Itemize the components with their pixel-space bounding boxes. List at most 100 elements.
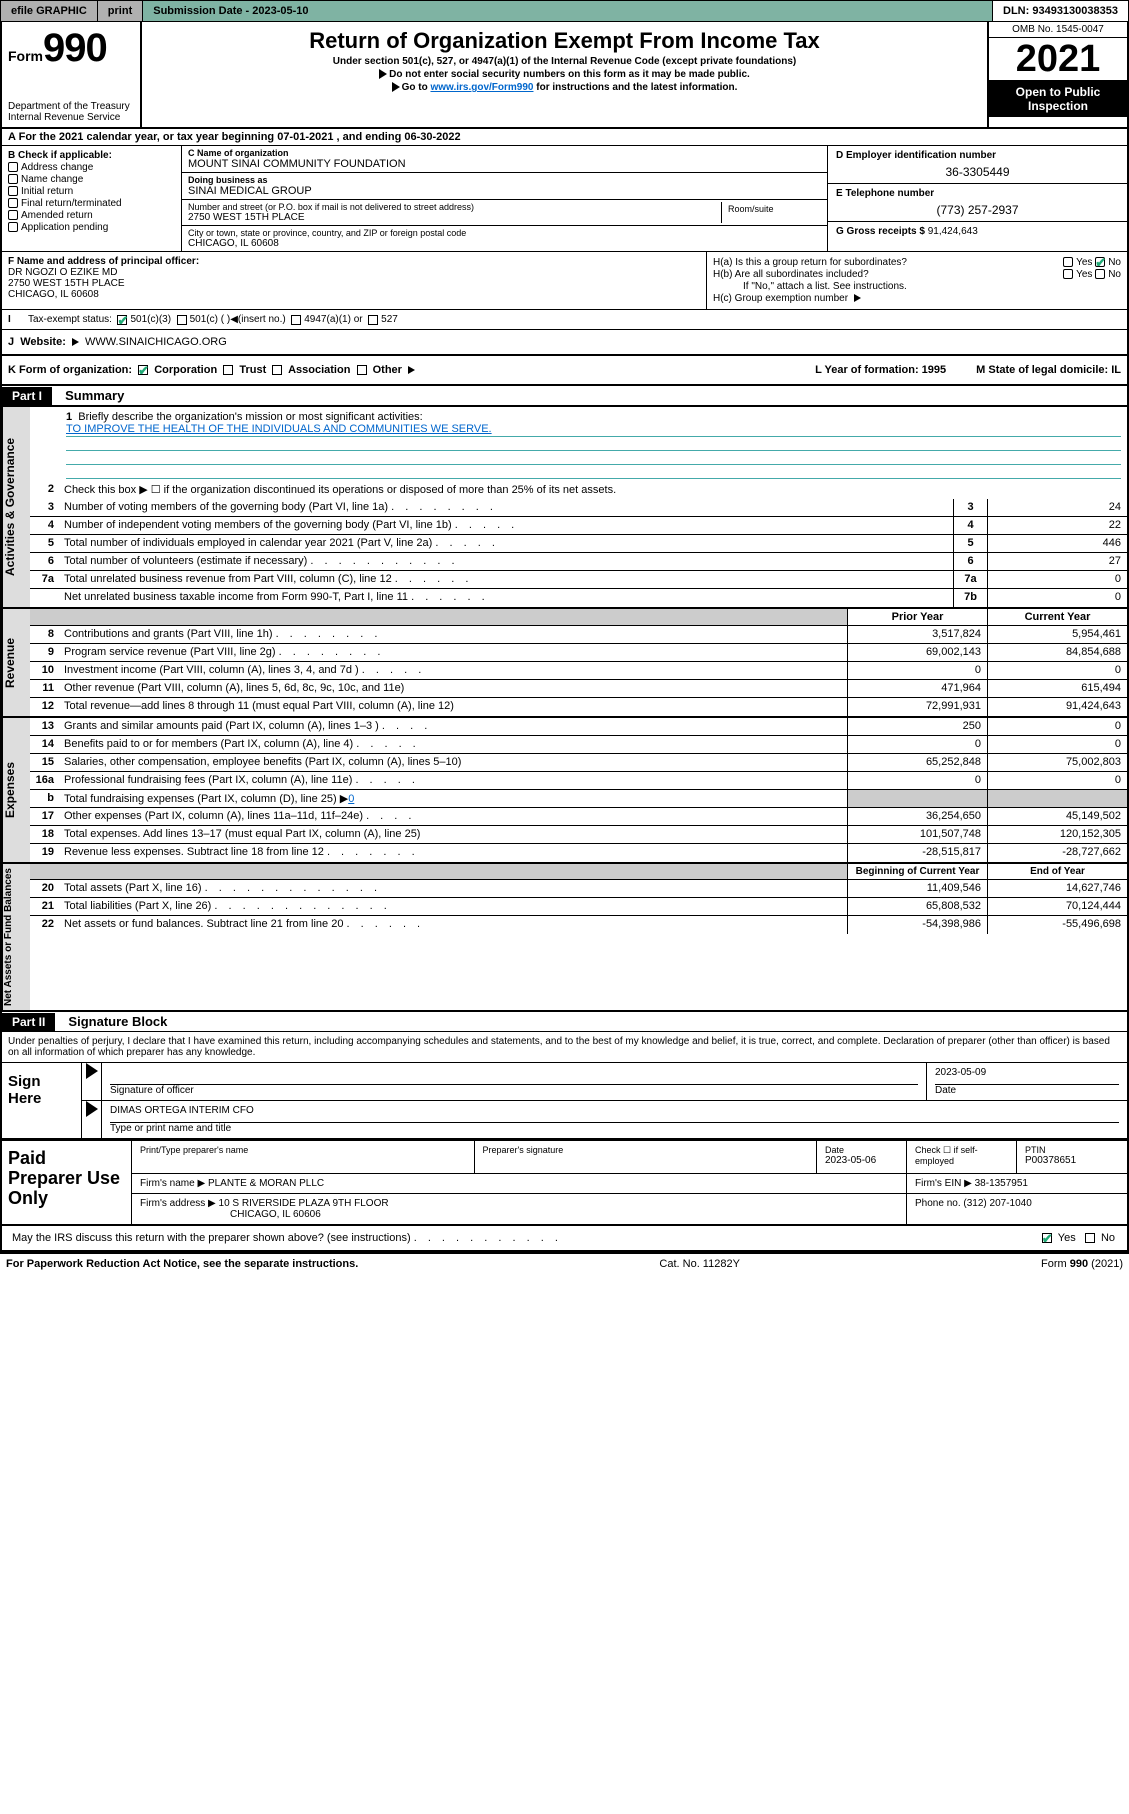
sig-date: 2023-05-09 [935,1067,1119,1085]
check-4947[interactable] [291,315,301,325]
state-domicile: M State of legal domicile: IL [976,364,1121,376]
checkbox-address-change[interactable] [8,162,18,172]
checkbox-initial-return[interactable] [8,186,18,196]
website-value: WWW.SINAICHICAGO.ORG [85,336,227,348]
part2-title: Signature Block [58,1012,177,1031]
val-4: 22 [987,517,1127,534]
part1-title: Summary [55,386,134,405]
ha-no[interactable] [1095,257,1105,267]
ha-label: H(a) Is this a group return for subordin… [713,257,907,268]
irs-link[interactable]: www.irs.gov/Form990 [430,82,533,93]
mission-q: Briefly describe the organization's miss… [78,411,422,423]
val-5: 446 [987,535,1127,552]
checkbox-final-return[interactable] [8,198,18,208]
firm-addr: 10 S RIVERSIDE PLAZA 9TH FLOOR [219,1198,389,1209]
check-501c3[interactable] [117,315,127,325]
p13: 250 [847,718,987,735]
check-501c[interactable] [177,315,187,325]
firm-ein: 38-1357951 [975,1178,1028,1189]
arrow-icon [86,1101,98,1117]
subtitle-1: Under section 501(c), 527, or 4947(a)(1)… [148,56,981,67]
check-trust[interactable] [223,365,233,375]
firm-phone-lbl: Phone no. [915,1198,961,1209]
subtitle-2: Do not enter social security numbers on … [148,69,981,80]
line-17: Other expenses (Part IX, column (A), lin… [60,808,847,825]
triangle-icon [379,69,387,79]
form-org-label: K Form of organization: [8,364,132,376]
p12: 72,991,931 [847,698,987,716]
col-current: Current Year [987,609,1127,625]
dept-treasury: Department of the Treasury Internal Reve… [8,101,134,123]
hb-no[interactable] [1095,269,1105,279]
checkbox-amended[interactable] [8,210,18,220]
ptin: P00378651 [1025,1155,1119,1166]
line-18: Total expenses. Add lines 13–17 (must eq… [60,826,847,843]
val-7b: 0 [987,589,1127,607]
triangle-icon [408,366,415,374]
ha-yes[interactable] [1063,257,1073,267]
prep-selfemp: Check ☐ if self-employed [907,1141,1017,1173]
print-button[interactable]: print [98,1,143,21]
check-corp[interactable] [138,365,148,375]
tax-year: 2021 [989,38,1127,80]
line-21: Total liabilities (Part X, line 26) . . … [60,898,847,915]
c22: -55,496,698 [987,916,1127,934]
subtitle-3: Go to www.irs.gov/Form990 for instructio… [148,82,981,93]
prep-date-lbl: Date [825,1145,898,1155]
city-value: CHICAGO, IL 60608 [188,238,466,249]
c11: 615,494 [987,680,1127,697]
city-label: City or town, state or province, country… [188,228,466,238]
sig-date-label: Date [935,1085,1119,1096]
discuss-no[interactable] [1085,1233,1095,1243]
addr-label: Number and street (or P.O. box if mail i… [188,202,721,212]
check-other[interactable] [357,365,367,375]
year-formation: L Year of formation: 1995 [815,364,946,376]
line-14: Benefits paid to or for members (Part IX… [60,736,847,753]
dba-label: Doing business as [188,175,821,185]
line-16a: Professional fundraising fees (Part IX, … [60,772,847,789]
col-b-checkboxes: B Check if applicable: Address change Na… [2,146,182,251]
footer-left: For Paperwork Reduction Act Notice, see … [6,1258,358,1270]
form-number: 990 [43,26,107,70]
dln-label: DLN: 93493130038353 [992,1,1128,21]
dba-value: SINAI MEDICAL GROUP [188,185,821,197]
col-b-title: B Check if applicable: [8,150,175,161]
org-name: MOUNT SINAI COMMUNITY FOUNDATION [188,158,821,170]
prep-date: 2023-05-06 [825,1155,898,1166]
part1-header: Part I [2,387,52,405]
check-assoc[interactable] [272,365,282,375]
line-9: Program service revenue (Part VIII, line… [60,644,847,661]
firm-name: PLANTE & MORAN PLLC [208,1178,324,1189]
line-11: Other revenue (Part VIII, column (A), li… [60,680,847,697]
c19: -28,727,662 [987,844,1127,862]
line-20: Total assets (Part X, line 16) . . . . .… [60,880,847,897]
line-19: Revenue less expenses. Subtract line 18 … [60,844,847,862]
vtab-netassets: Net Assets or Fund Balances [2,864,30,1010]
line-5: Total number of individuals employed in … [60,535,953,552]
hb-yes[interactable] [1063,269,1073,279]
check-527[interactable] [368,315,378,325]
p14: 0 [847,736,987,753]
prep-sig-lbl: Preparer's signature [483,1145,809,1155]
efile-button[interactable]: efile GRAPHIC [1,1,98,21]
hc-label: H(c) Group exemption number [713,293,864,304]
checkbox-name-change[interactable] [8,174,18,184]
firm-phone: (312) 207-1040 [963,1198,1031,1209]
p19: -28,515,817 [847,844,987,862]
sig-intro: Under penalties of perjury, I declare th… [2,1032,1127,1063]
footer-mid: Cat. No. 11282Y [659,1258,740,1270]
checkbox-application-pending[interactable] [8,222,18,232]
c9: 84,854,688 [987,644,1127,661]
val-6: 27 [987,553,1127,570]
triangle-icon [72,338,79,346]
addr-value: 2750 WEST 15TH PLACE [188,212,721,223]
line-7b: Net unrelated business taxable income fr… [60,589,953,607]
p15: 65,252,848 [847,754,987,771]
discuss-yes[interactable] [1042,1233,1052,1243]
line-12: Total revenue—add lines 8 through 11 (mu… [60,698,847,716]
form-990: Form990 Department of the Treasury Inter… [0,22,1129,1254]
firm-addr2: CHICAGO, IL 60606 [140,1209,898,1220]
line-3: Number of voting members of the governin… [60,499,953,516]
line-15: Salaries, other compensation, employee b… [60,754,847,771]
footer-right: Form 990 (2021) [1041,1258,1123,1270]
